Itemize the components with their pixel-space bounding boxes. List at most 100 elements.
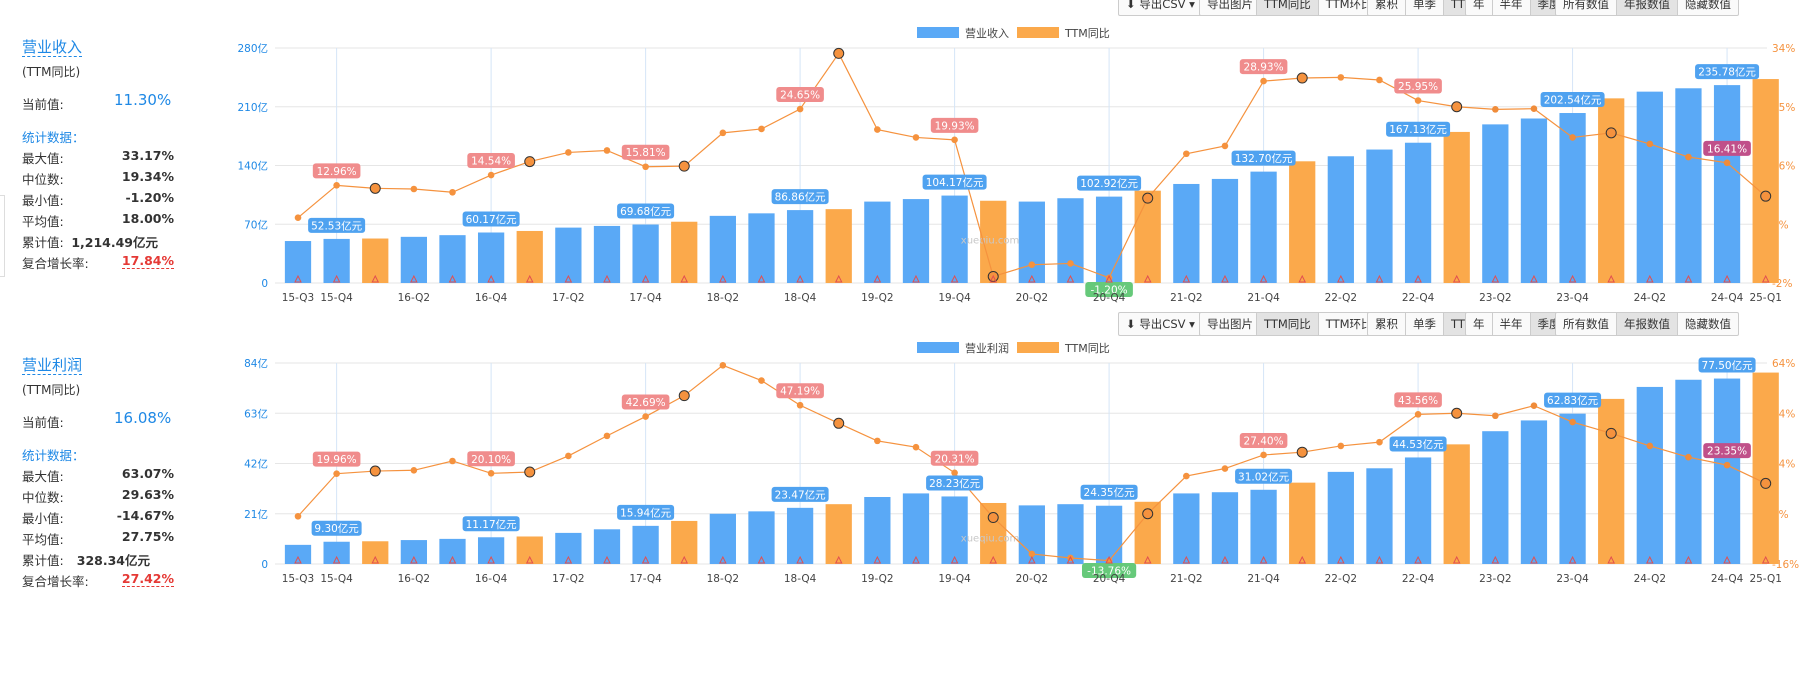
export-csv-button[interactable]: ⬇ 导出CSV ▾ — [1119, 0, 1202, 15]
yoy-point — [758, 377, 765, 384]
bar — [1636, 386, 1663, 564]
bar-value-label: 24.35亿元 — [1084, 486, 1136, 499]
bar — [555, 227, 582, 283]
yoy-point — [833, 417, 845, 429]
event-marker — [1414, 555, 1422, 564]
yoy-point — [951, 136, 958, 144]
event-marker — [1452, 274, 1461, 283]
watermark: xueqiu.com — [961, 236, 1019, 247]
event-marker — [834, 274, 843, 283]
yoy-value-label: 28.93% — [1244, 62, 1284, 74]
bar — [1675, 88, 1702, 284]
half-year-button[interactable]: 半年 — [1493, 0, 1531, 15]
yoy-point — [1646, 140, 1654, 148]
bar — [1713, 85, 1741, 283]
yoy-point — [410, 466, 418, 474]
ttm-yoy-button[interactable]: TTM同比 — [1257, 313, 1319, 335]
event-marker — [796, 555, 804, 564]
single-quarter-button[interactable]: 单季 — [1406, 313, 1444, 335]
event-marker — [1337, 274, 1345, 283]
yoy-point — [1569, 418, 1576, 426]
bar-value-label: 104.17亿元 — [926, 176, 984, 189]
bar — [1443, 131, 1470, 283]
year-button[interactable]: 年 — [1466, 313, 1493, 335]
event-marker — [1723, 555, 1731, 564]
event-marker — [1723, 274, 1731, 283]
yoy-point — [1296, 446, 1308, 458]
cumulative-button[interactable]: 累积 — [1368, 313, 1406, 335]
yoy-point — [333, 182, 340, 189]
annual-values-button[interactable]: 年报数值 — [1617, 313, 1678, 335]
event-marker — [680, 555, 689, 564]
y-left-tick-label: 280亿 — [237, 42, 268, 55]
single-quarter-button[interactable]: 单季 — [1406, 0, 1444, 15]
revenue-chart: 营业收入 TTM同比070亿140亿210亿280亿-2%7%16%25%34%x… — [237, 26, 1795, 304]
bar — [1366, 468, 1393, 564]
yoy-point — [1183, 472, 1190, 480]
bar-value-label: 44.53亿元 — [1393, 438, 1445, 451]
cumulative-button[interactable]: 累积 — [1368, 0, 1406, 15]
x-tick-label: 17-Q2 — [552, 292, 584, 304]
stat-max: 最大值: 33.17% — [22, 148, 174, 166]
yoy-value-label: 47.19% — [780, 386, 820, 398]
yoy-point — [603, 432, 611, 440]
hide-values-button[interactable]: 隐藏数值 — [1685, 317, 1731, 331]
bar — [400, 540, 428, 564]
bar — [632, 224, 659, 283]
event-marker — [1568, 555, 1577, 564]
side-collapse-tab[interactable] — [0, 195, 5, 277]
event-marker — [371, 274, 380, 283]
yoy-point — [678, 160, 690, 172]
yoy-point — [1414, 411, 1422, 418]
half-year-button[interactable]: 半年 — [1493, 313, 1531, 335]
year-button[interactable]: 年 — [1466, 0, 1493, 15]
bar-value-label-bg — [1231, 150, 1296, 166]
hide-values-button[interactable]: 隐藏数值 — [1685, 0, 1731, 11]
export-image-button[interactable]: 导出图片 — [1207, 0, 1253, 11]
event-marker — [1375, 274, 1384, 283]
bar-value-label: 77.50亿元 — [1702, 359, 1754, 372]
stat-cumulative: 累计值: 328.34亿元 — [22, 553, 150, 568]
x-tick-label: 19-Q4 — [938, 573, 971, 585]
x-tick-label: 21-Q2 — [1170, 573, 1202, 585]
event-marker — [1298, 555, 1307, 564]
x-tick-label: 16-Q2 — [398, 573, 430, 585]
bar — [864, 201, 891, 283]
export-image-button[interactable]: 导出图片 — [1207, 317, 1253, 331]
annual-values-button[interactable]: 年报数值 — [1617, 0, 1678, 15]
x-tick-label: 19-Q2 — [861, 573, 893, 585]
yoy-point — [565, 149, 572, 156]
export-csv-button[interactable]: ⬇ 导出CSV ▾ — [1126, 317, 1195, 331]
bar — [1173, 183, 1200, 283]
event-marker — [1105, 555, 1113, 564]
ttm-qoq-button[interactable]: TTM环比 — [1325, 317, 1373, 331]
yoy-point — [1760, 477, 1772, 489]
panel-title[interactable]: 营业收入 — [22, 38, 83, 57]
panel-title[interactable]: 营业利润 — [22, 356, 83, 375]
x-tick-label: 22-Q2 — [1325, 573, 1357, 585]
ttm-qoq-button[interactable]: TTM环比 — [1325, 0, 1373, 11]
all-values-button[interactable]: 所有数值 — [1556, 0, 1617, 15]
ttm-yoy-button[interactable]: TTM同比 — [1257, 0, 1319, 15]
bar — [1520, 420, 1548, 564]
yoy-point — [1723, 461, 1731, 469]
yoy-value-label: 43.56% — [1398, 395, 1438, 407]
all-values-button[interactable]: 所有数值 — [1556, 313, 1617, 335]
yoy-point — [333, 470, 340, 477]
yoy-point — [410, 185, 418, 193]
yoy-point — [1685, 453, 1692, 461]
bar — [786, 210, 814, 283]
bar — [825, 209, 852, 283]
x-tick-label: 19-Q2 — [861, 292, 893, 304]
yoy-point — [1142, 192, 1154, 204]
stat-min: 最小值: -1.20% — [22, 190, 174, 208]
event-marker — [1452, 555, 1461, 564]
bar — [1018, 201, 1045, 283]
yoy-point — [1605, 127, 1617, 139]
yoy-point — [1142, 508, 1154, 520]
yoy-value-label: 14.54% — [471, 156, 511, 168]
stat-median: 中位数: 19.34% — [22, 169, 174, 187]
y-left-tick-label: 42亿 — [244, 458, 268, 471]
bar — [1520, 118, 1548, 283]
yoy-point — [1337, 442, 1345, 450]
